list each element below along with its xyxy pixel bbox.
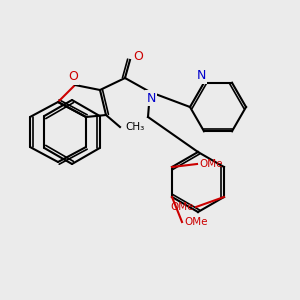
Text: OMe: OMe <box>184 217 208 227</box>
Text: OMe: OMe <box>170 202 194 212</box>
Text: OMe: OMe <box>199 159 223 169</box>
Text: CH₃: CH₃ <box>125 122 144 132</box>
Text: N: N <box>146 92 156 104</box>
Text: N: N <box>196 69 206 82</box>
Text: O: O <box>68 70 78 83</box>
Text: O: O <box>133 50 143 64</box>
